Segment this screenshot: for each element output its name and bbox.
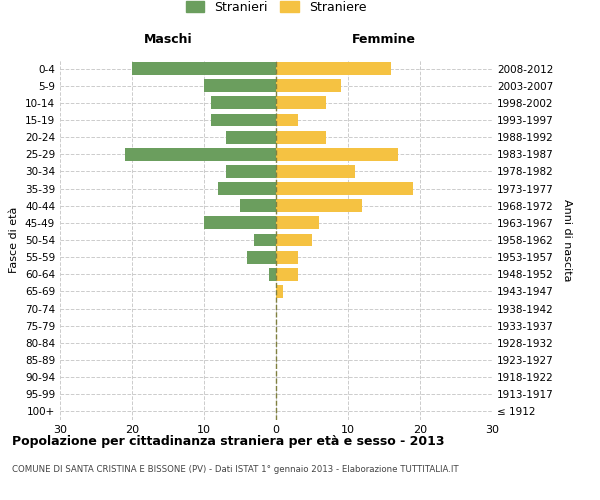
Bar [226,130,276,143]
Bar [254,234,276,246]
Bar [240,200,276,212]
Text: COMUNE DI SANTA CRISTINA E BISSONE (PV) - Dati ISTAT 1° gennaio 2013 - Elaborazi: COMUNE DI SANTA CRISTINA E BISSONE (PV) … [12,465,458,474]
Text: Femmine: Femmine [352,34,416,46]
Bar [276,165,355,178]
Bar [204,80,276,92]
Legend: Stranieri, Straniere: Stranieri, Straniere [182,0,370,18]
Bar [211,114,276,126]
Y-axis label: Anni di nascita: Anni di nascita [562,198,572,281]
Text: Maschi: Maschi [143,34,193,46]
Bar [276,268,298,280]
Bar [276,250,298,264]
Y-axis label: Fasce di età: Fasce di età [10,207,19,273]
Bar [247,250,276,264]
Bar [276,234,312,246]
Bar [276,96,326,110]
Bar [276,285,283,298]
Bar [276,182,413,195]
Text: Popolazione per cittadinanza straniera per età e sesso - 2013: Popolazione per cittadinanza straniera p… [12,435,445,448]
Bar [211,96,276,110]
Bar [276,200,362,212]
Bar [276,80,341,92]
Bar [204,216,276,230]
Bar [269,268,276,280]
Bar [132,62,276,75]
Bar [218,182,276,195]
Bar [125,148,276,160]
Bar [276,62,391,75]
Bar [276,148,398,160]
Bar [276,130,326,143]
Bar [276,216,319,230]
Bar [226,165,276,178]
Bar [276,114,298,126]
